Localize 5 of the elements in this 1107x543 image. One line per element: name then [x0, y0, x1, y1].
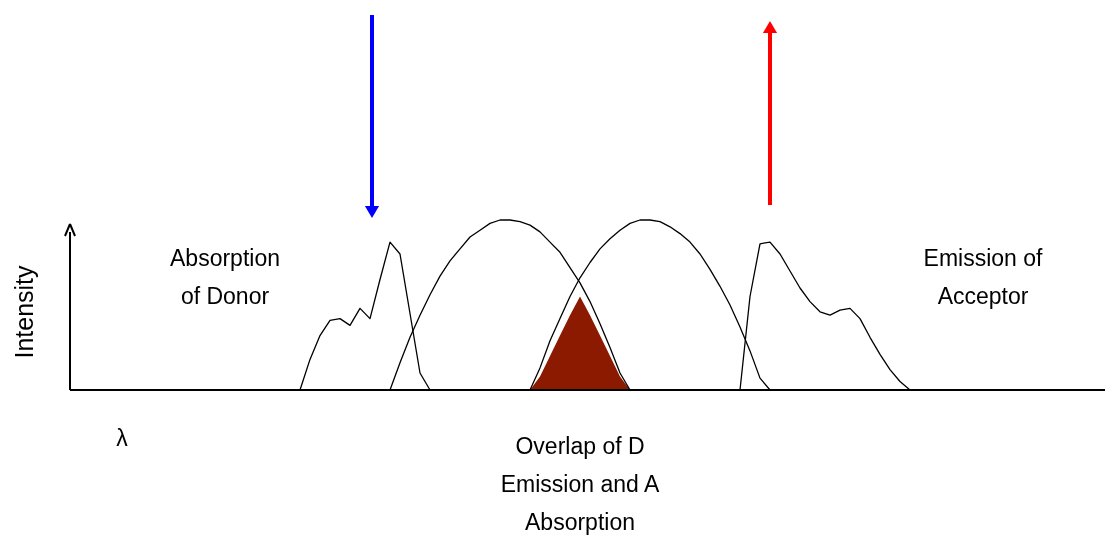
annotation: Absorption of Donor [170, 245, 280, 309]
text: Overlap of D Emission and A Absorption [500, 433, 660, 535]
annotation: Emission of Acceptor [923, 245, 1044, 309]
x-axis-title: λ [116, 425, 129, 451]
y-axis-title: Intensity [10, 264, 38, 359]
